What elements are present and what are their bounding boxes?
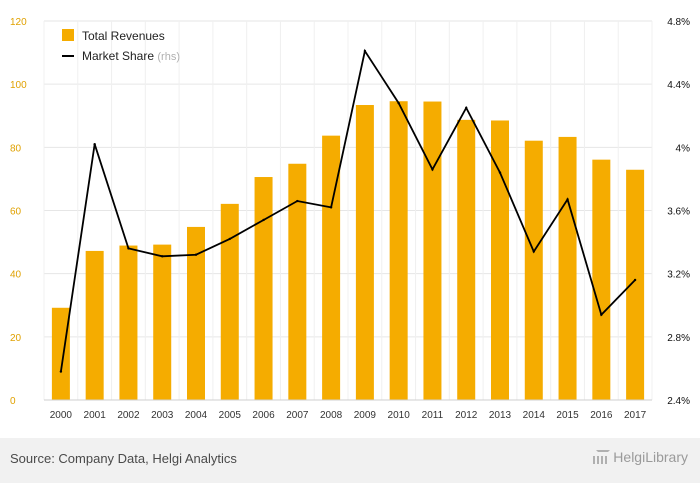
y-right-tick-label: 4.4% — [667, 80, 690, 91]
legend-swatch-bar — [62, 29, 74, 41]
bar — [423, 101, 442, 400]
x-tick-label: 2017 — [624, 410, 647, 421]
y-right-tick-label: 2.4% — [667, 396, 690, 407]
market-share-line — [59, 48, 636, 372]
line-point — [329, 206, 333, 209]
x-tick-label: 2013 — [489, 410, 512, 421]
y-right-tick-label: 4% — [676, 143, 691, 154]
y-left-tick-label: 100 — [10, 80, 27, 91]
x-tick-label: 2000 — [50, 410, 73, 421]
x-tick-label: 2012 — [455, 410, 478, 421]
line-point — [59, 370, 63, 373]
brand-logo: HelgiLibrary — [593, 449, 688, 465]
x-tick-label: 2004 — [185, 410, 208, 421]
y-left-tick-label: 40 — [10, 270, 22, 281]
x-tick-label: 2001 — [84, 410, 107, 421]
legend-label-total-revenues: Total Revenues — [82, 29, 165, 43]
y-left-tick-label: 120 — [10, 17, 27, 28]
x-tick-label: 2006 — [252, 410, 275, 421]
footer-bar — [0, 438, 700, 483]
line-point — [194, 253, 198, 256]
y-right-tick-label: 3.6% — [667, 207, 690, 218]
bar — [389, 101, 408, 400]
line-point — [566, 198, 569, 201]
x-tick-label: 2010 — [388, 410, 411, 421]
x-tick-label: 2007 — [286, 410, 309, 421]
line-point — [363, 49, 367, 53]
bar — [153, 244, 172, 400]
x-tick-label: 2003 — [151, 410, 174, 421]
line-point — [532, 250, 535, 253]
bar — [558, 136, 577, 400]
y-left-tick-label: 60 — [10, 207, 22, 218]
line-point — [465, 106, 468, 110]
combo-chart: 0 20 40 60 80 100 120 2.4% 2.8% 3.2% 3.6% 4% 4.4% 4.8… — [10, 17, 690, 421]
line-point — [600, 313, 603, 316]
bar — [254, 177, 273, 400]
bar — [524, 140, 543, 400]
line-point — [633, 278, 637, 282]
library-logo-icon — [593, 450, 611, 464]
x-tick-label: 2011 — [422, 410, 444, 421]
line-point — [161, 255, 164, 258]
source-note: Source: Company Data, Helgi Analytics — [10, 451, 237, 466]
legend: Total Revenues Market Share (rhs) — [62, 29, 180, 63]
bar — [288, 163, 307, 400]
bar — [355, 105, 374, 401]
bar — [119, 245, 138, 400]
line-point — [397, 101, 400, 105]
line-point — [127, 247, 130, 250]
x-tick-label: 2005 — [219, 410, 242, 421]
y-left-tick-label: 0 — [10, 396, 16, 407]
x-tick-label: 2016 — [590, 410, 613, 421]
bar — [85, 250, 104, 400]
x-tick-label: 2002 — [117, 410, 140, 421]
bar — [322, 135, 341, 400]
line-series-market-share — [59, 48, 637, 373]
line-point — [228, 237, 231, 241]
line-point — [93, 142, 96, 146]
line-point — [262, 218, 265, 222]
bar — [51, 307, 70, 400]
x-tick-label: 2009 — [354, 410, 377, 421]
bar — [592, 159, 611, 400]
bar — [187, 226, 205, 400]
bar — [457, 119, 476, 400]
y-left-tick-label: 20 — [10, 333, 22, 344]
y-left-tick-label: 80 — [10, 143, 22, 154]
y-right-tick-label: 2.8% — [667, 333, 690, 344]
line-point — [431, 168, 434, 171]
bar — [626, 169, 645, 400]
bar — [220, 203, 239, 400]
brand-name: HelgiLibrary — [613, 449, 688, 465]
x-tick-label: 2008 — [320, 410, 343, 421]
x-tick-label: 2014 — [523, 410, 546, 421]
bar — [491, 120, 509, 401]
line-point — [296, 199, 299, 203]
legend-label-market-share: Market Share (rhs) — [82, 49, 180, 63]
x-tick-label: 2015 — [556, 410, 579, 421]
axes: 0 20 40 60 80 100 120 2.4% 2.8% 3.2% 3.6% 4% 4.4% 4.8… — [10, 17, 690, 421]
line-point — [498, 171, 502, 174]
y-right-tick-label: 4.8% — [667, 17, 690, 28]
bar-series-total-revenues — [51, 101, 645, 401]
y-right-tick-label: 3.2% — [667, 270, 690, 281]
legend-rhs-suffix: (rhs) — [157, 51, 180, 63]
